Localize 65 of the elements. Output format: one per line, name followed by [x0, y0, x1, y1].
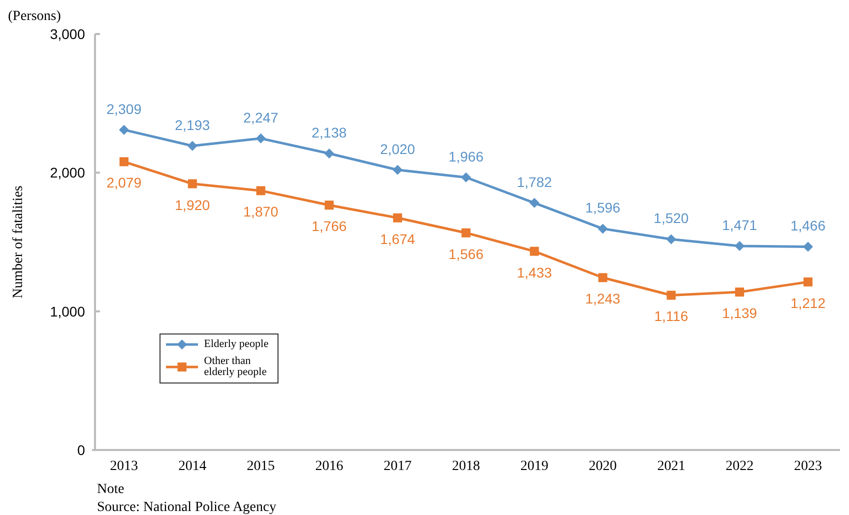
- data-label: 1,520: [654, 210, 689, 226]
- x-tick-label: 2016: [315, 459, 344, 474]
- data-label: 2,138: [312, 124, 347, 141]
- data-label: 1,674: [380, 230, 416, 247]
- data-label: 2,020: [380, 140, 416, 157]
- point: [324, 148, 334, 159]
- x-tick-label: 2020: [588, 459, 617, 474]
- data-label: 1,870: [243, 204, 279, 220]
- data-label: 1,433: [516, 264, 552, 280]
- data-label: 1,116: [654, 308, 688, 324]
- x-tick-label: 2018: [452, 459, 480, 474]
- text: Note: [97, 482, 124, 497]
- point: [734, 241, 745, 252]
- x-tick-label: 2015: [246, 459, 275, 474]
- data-label: 1,782: [516, 174, 552, 190]
- x-tick-label: 2014: [178, 459, 206, 474]
- point: [530, 246, 539, 256]
- x-tick-label: 2019: [520, 459, 548, 474]
- point: [256, 186, 266, 196]
- point: [462, 228, 470, 238]
- point: [119, 124, 129, 135]
- data-label: 2,309: [106, 100, 142, 117]
- x-tick-label: 2022: [726, 459, 754, 474]
- data-label: 1,596: [585, 200, 621, 216]
- y-tick-label: 0: [77, 442, 86, 458]
- point: [803, 242, 813, 252]
- x-tick-label: 2017: [384, 459, 412, 474]
- text: (Persons): [8, 9, 62, 24]
- legend-label: Other than elderly people: [204, 355, 267, 378]
- point: [120, 157, 128, 166]
- data-label: 1,212: [790, 294, 826, 311]
- x-tick-label: 2013: [110, 459, 138, 474]
- point: [393, 213, 402, 222]
- point: [392, 164, 403, 175]
- point: [324, 200, 334, 210]
- data-label: 1,139: [722, 305, 758, 322]
- data-label: 1,466: [790, 218, 826, 234]
- point: [666, 234, 676, 244]
- point: [461, 172, 471, 182]
- y-tick-label: 3,000: [50, 26, 86, 42]
- source-note: Source: National Police Agency: [97, 500, 276, 515]
- data-label: 2,193: [174, 116, 210, 133]
- point: [666, 290, 676, 300]
- data-label: 2,079: [106, 174, 142, 191]
- y-tick-label: 1,000: [50, 303, 86, 320]
- data-label: 1,766: [312, 218, 347, 234]
- data-label: 1,966: [448, 148, 484, 164]
- data-label: 1,471: [722, 217, 758, 234]
- data-label: 1,566: [448, 246, 484, 262]
- data-label: 1,243: [585, 290, 621, 307]
- point: [529, 198, 540, 208]
- point: [735, 288, 744, 297]
- data-label: 1,920: [174, 196, 210, 213]
- data-label: 2,247: [243, 109, 279, 126]
- x-tick-label: 2023: [794, 459, 822, 474]
- x-tick-label: 2021: [657, 459, 686, 474]
- point: [188, 179, 197, 188]
- point: [598, 273, 608, 282]
- point: [598, 224, 608, 234]
- y-tick-label: 2,000: [50, 164, 86, 181]
- point: [804, 277, 812, 286]
- legend-label: Elderly people: [204, 338, 269, 350]
- point: [256, 133, 266, 144]
- y-axis-title: Number of fatalities: [11, 186, 26, 298]
- point: [187, 140, 198, 151]
